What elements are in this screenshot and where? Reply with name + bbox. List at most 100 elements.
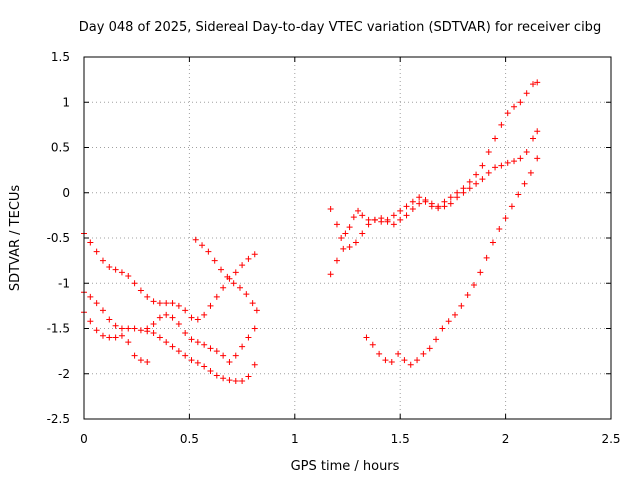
data-series <box>81 309 151 365</box>
data-point <box>99 332 106 339</box>
data-point <box>454 194 461 201</box>
data-point <box>511 103 518 110</box>
data-point <box>416 200 423 207</box>
data-point <box>371 216 378 223</box>
data-point <box>106 316 113 323</box>
axis-ticks <box>83 56 612 420</box>
data-point <box>409 206 416 213</box>
data-point <box>492 164 499 171</box>
data-point <box>342 230 349 237</box>
data-point <box>249 300 256 307</box>
data-point <box>93 300 100 307</box>
data-point <box>112 334 119 341</box>
data-point <box>245 334 252 341</box>
data-point <box>150 320 157 327</box>
data-point <box>403 203 410 210</box>
data-point <box>508 203 515 210</box>
data-point <box>251 251 258 258</box>
data-point <box>479 176 486 183</box>
chart-title: Day 048 of 2025, Sidereal Day-to-day VTE… <box>79 20 601 35</box>
data-point <box>245 255 252 262</box>
data-point <box>144 293 151 300</box>
data-point <box>530 135 537 142</box>
data-point <box>188 314 195 321</box>
data-point <box>496 225 503 232</box>
x-tick-label: 2.5 <box>601 432 620 446</box>
data-point <box>327 271 334 278</box>
data-point <box>93 327 100 334</box>
data-point <box>504 110 511 117</box>
data-point <box>182 352 189 359</box>
data-point <box>99 307 106 314</box>
data-point <box>239 343 246 350</box>
data-point <box>479 162 486 169</box>
data-point <box>388 358 395 365</box>
data-point <box>182 307 189 314</box>
data-point <box>384 218 391 225</box>
y-tick-label: -1 <box>58 276 70 290</box>
y-tick-label: 1.5 <box>51 50 70 64</box>
data-point <box>376 350 383 357</box>
y-tick-label: -0.5 <box>47 231 70 245</box>
y-tick-label: 0.5 <box>51 141 70 155</box>
data-point <box>188 336 195 343</box>
data-point <box>226 358 233 365</box>
data-point <box>245 373 252 380</box>
data-point <box>239 377 246 384</box>
data-point <box>447 194 454 201</box>
data-point <box>232 352 239 359</box>
data-point <box>346 244 353 251</box>
data-point <box>175 320 182 327</box>
data-point <box>131 325 138 332</box>
data-point <box>390 212 397 219</box>
data-point <box>175 348 182 355</box>
data-point <box>156 300 163 307</box>
data-point <box>194 316 201 323</box>
data-point <box>253 307 260 314</box>
data-point <box>460 189 467 196</box>
data-point <box>382 357 389 364</box>
data-point <box>473 180 480 187</box>
data-point <box>220 284 227 291</box>
data-point <box>346 224 353 231</box>
data-point <box>87 239 94 246</box>
data-point <box>359 212 366 219</box>
data-point <box>192 236 199 243</box>
data-point <box>251 325 258 332</box>
data-point <box>414 357 421 364</box>
data-point <box>409 198 416 205</box>
data-point <box>112 266 119 273</box>
data-point <box>327 206 334 213</box>
data-point <box>433 336 440 343</box>
data-point <box>125 339 132 346</box>
y-tick-label: 1 <box>62 95 70 109</box>
data-point <box>144 358 151 365</box>
data-series <box>363 155 541 368</box>
y-tick-label: 0 <box>62 186 70 200</box>
data-point <box>137 327 144 334</box>
data-point <box>489 239 496 246</box>
data-point <box>477 269 484 276</box>
data-point <box>201 363 208 370</box>
data-point <box>226 377 233 384</box>
data-point <box>485 149 492 156</box>
data-point <box>426 345 433 352</box>
data-point <box>131 280 138 287</box>
data-point <box>207 302 214 309</box>
data-series <box>327 79 541 241</box>
data-point <box>156 314 163 321</box>
data-point <box>194 359 201 366</box>
data-point <box>137 357 144 364</box>
data-point <box>523 149 530 156</box>
data-point <box>511 158 518 165</box>
data-point <box>340 245 347 252</box>
data-point <box>466 185 473 192</box>
data-points <box>81 79 541 384</box>
data-point <box>169 300 176 307</box>
data-point <box>175 302 182 309</box>
data-point <box>359 230 366 237</box>
data-point <box>403 212 410 219</box>
data-point <box>87 293 94 300</box>
y-tick-label: -2 <box>58 367 70 381</box>
